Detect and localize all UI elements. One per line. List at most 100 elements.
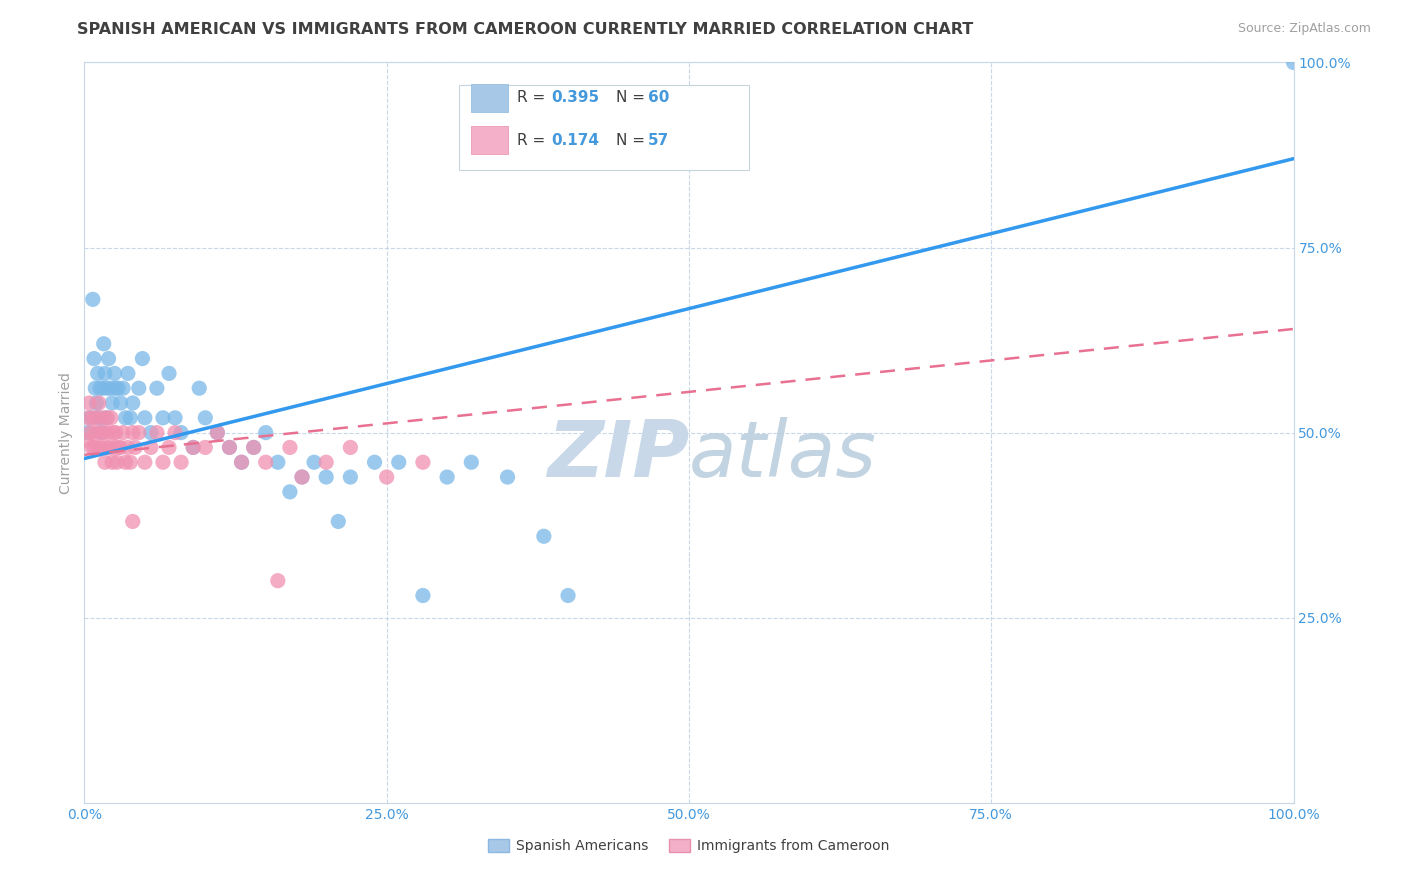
Point (131, 351, 153, 366)
Point (207, 425, 229, 440)
Point (84, 425, 107, 440)
Point (101, 455, 124, 469)
Point (77, 410, 100, 425)
Text: N =: N = (616, 133, 650, 148)
Point (315, 470, 337, 484)
Point (242, 441, 264, 455)
Point (1282, 55, 1305, 70)
Point (231, 455, 253, 469)
Point (103, 425, 125, 440)
Point (121, 396, 143, 410)
FancyBboxPatch shape (460, 85, 749, 169)
FancyBboxPatch shape (471, 84, 508, 112)
Point (114, 410, 136, 425)
Point (460, 455, 482, 469)
Point (84, 381, 107, 395)
Point (86, 396, 108, 410)
Point (181, 441, 204, 455)
Point (117, 441, 139, 455)
Point (96, 410, 118, 425)
Point (104, 367, 127, 381)
Point (89, 425, 111, 440)
Point (207, 425, 229, 440)
Point (93, 336, 115, 351)
Point (124, 441, 146, 455)
Point (110, 441, 132, 455)
Text: ZIP: ZIP (547, 417, 689, 493)
Point (152, 410, 174, 425)
Point (112, 425, 135, 440)
Text: 60: 60 (648, 90, 669, 105)
Point (165, 425, 187, 440)
Point (152, 455, 174, 469)
Point (139, 441, 162, 455)
Point (82, 410, 104, 425)
Point (89, 381, 111, 395)
Point (83, 441, 105, 455)
Point (101, 396, 124, 410)
Point (134, 410, 156, 425)
Point (77, 396, 100, 410)
Point (496, 470, 519, 484)
Point (76, 433, 98, 447)
Point (87, 410, 110, 425)
Text: R =: R = (517, 133, 555, 148)
Point (194, 410, 217, 425)
Point (170, 455, 193, 469)
Point (96, 381, 118, 395)
Point (90, 425, 112, 440)
Text: Source: ZipAtlas.com: Source: ZipAtlas.com (1237, 22, 1371, 36)
Point (315, 455, 337, 469)
Point (91, 410, 114, 425)
Point (278, 441, 301, 455)
Point (100, 381, 122, 395)
Y-axis label: Currently Married: Currently Married (59, 372, 73, 493)
Point (91, 381, 114, 395)
Point (328, 515, 350, 529)
Point (436, 470, 458, 484)
Point (412, 589, 434, 603)
Point (94, 441, 117, 455)
Point (557, 589, 579, 603)
Point (86, 410, 108, 425)
Point (375, 470, 398, 484)
Point (134, 455, 156, 469)
FancyBboxPatch shape (471, 127, 508, 154)
Point (86, 441, 108, 455)
Point (90, 441, 112, 455)
Point (291, 470, 314, 484)
Point (254, 455, 277, 469)
Text: 0.174: 0.174 (551, 133, 599, 148)
Point (194, 441, 217, 455)
Point (267, 455, 290, 469)
Point (79, 425, 101, 440)
Point (117, 367, 139, 381)
Point (231, 455, 253, 469)
Point (86, 367, 108, 381)
Point (146, 381, 169, 395)
Point (128, 425, 150, 440)
Point (104, 441, 127, 455)
Point (388, 455, 411, 469)
Point (339, 470, 361, 484)
Text: R =: R = (517, 90, 550, 105)
Point (114, 455, 136, 469)
Point (104, 381, 127, 395)
Legend: Spanish Americans, Immigrants from Cameroon: Spanish Americans, Immigrants from Camer… (482, 834, 896, 859)
Point (79, 410, 101, 425)
Point (267, 574, 290, 588)
Point (83, 351, 105, 366)
Point (100, 410, 122, 425)
Point (128, 381, 150, 395)
Point (105, 455, 128, 469)
Point (97, 351, 120, 366)
Point (146, 425, 169, 440)
Point (139, 425, 162, 440)
Point (104, 425, 127, 440)
Point (218, 441, 240, 455)
Point (157, 367, 180, 381)
Point (120, 455, 142, 469)
Point (278, 484, 301, 499)
Text: SPANISH AMERICAN VS IMMIGRANTS FROM CAMEROON CURRENTLY MARRIED CORRELATION CHART: SPANISH AMERICAN VS IMMIGRANTS FROM CAME… (77, 22, 973, 37)
Point (97, 425, 120, 440)
